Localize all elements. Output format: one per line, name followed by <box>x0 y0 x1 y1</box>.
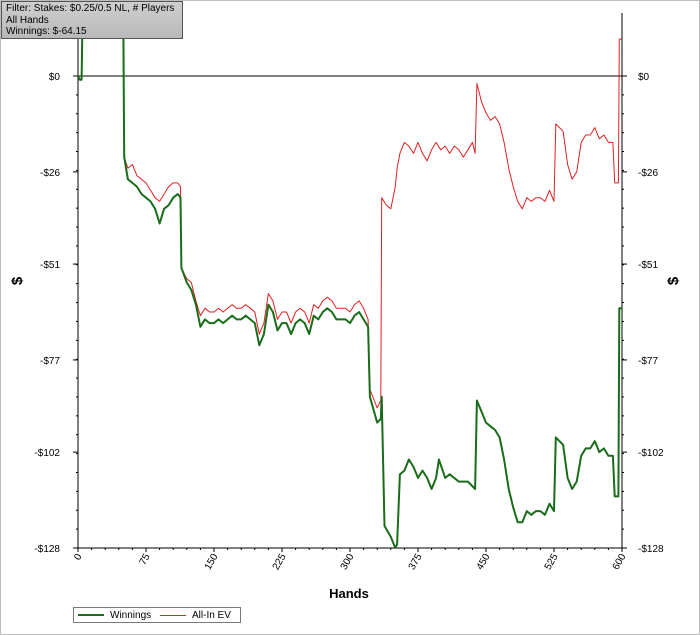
series-layer <box>78 19 622 548</box>
x-tick-label: 525 <box>543 552 561 572</box>
y-tick-label-right: -$102 <box>638 448 664 459</box>
winnings-total-text: Winnings: $-64.15 <box>6 26 87 37</box>
y-tick-label-left: -$102 <box>34 448 60 459</box>
legend-label-winnings: Winnings <box>110 609 152 621</box>
x-axis-title: Hands <box>329 586 369 601</box>
x-tick-label: 150 <box>203 552 221 572</box>
x-tick-label: 600 <box>611 552 629 572</box>
y-tick-label-right: -$77 <box>638 356 658 367</box>
x-tick-label: 300 <box>339 552 357 572</box>
y-axis-title-right: $ <box>665 276 682 285</box>
axis-labels: Hands $ $ <box>9 276 682 601</box>
axes: $0 $0 -$26 -$26 -$51 -$51 -$77 -$77 -$102 -$102 -$… <box>34 13 664 572</box>
filter-info-box: Filter: Stakes: $0.25/0.5 NL, # Players … <box>1 1 183 39</box>
y-tick-label-right: -$51 <box>638 260 658 271</box>
y-tick-label-left: $0 <box>49 72 61 83</box>
x-tick-label: 0 <box>72 552 85 563</box>
hands-filter-text: All Hands <box>6 14 49 26</box>
x-tick-label: 450 <box>475 552 493 572</box>
legend-swatch-winnings <box>78 614 104 616</box>
y-tick-label-left: -$77 <box>40 356 60 367</box>
series-line-allin-ev <box>78 20 622 409</box>
series-line-winnings <box>78 19 622 548</box>
y-tick-label-right: -$26 <box>638 168 658 179</box>
y-axis-title-left: $ <box>9 276 26 285</box>
y-tick-label-left: -$26 <box>40 168 60 179</box>
y-tick-label-left: -$128 <box>34 544 60 555</box>
x-tick-label: 375 <box>407 552 425 572</box>
y-tick-label-right: $0 <box>638 72 650 83</box>
legend-swatch-allin-ev <box>160 614 186 616</box>
legend-item-winnings: Winnings <box>78 609 151 621</box>
y-tick-label-right: -$128 <box>638 544 664 555</box>
x-tick-label: 225 <box>271 552 289 572</box>
x-tick-label: 75 <box>138 552 153 568</box>
chart-legend: Winnings All-In EV <box>73 607 241 623</box>
filter-text: Filter: Stakes: $0.25/0.5 NL, # Players <box>6 3 175 14</box>
y-tick-label-left: -$51 <box>40 260 60 271</box>
legend-label-allin-ev: All-In EV <box>192 609 231 621</box>
legend-item-allin-ev: All-In EV <box>160 609 231 621</box>
